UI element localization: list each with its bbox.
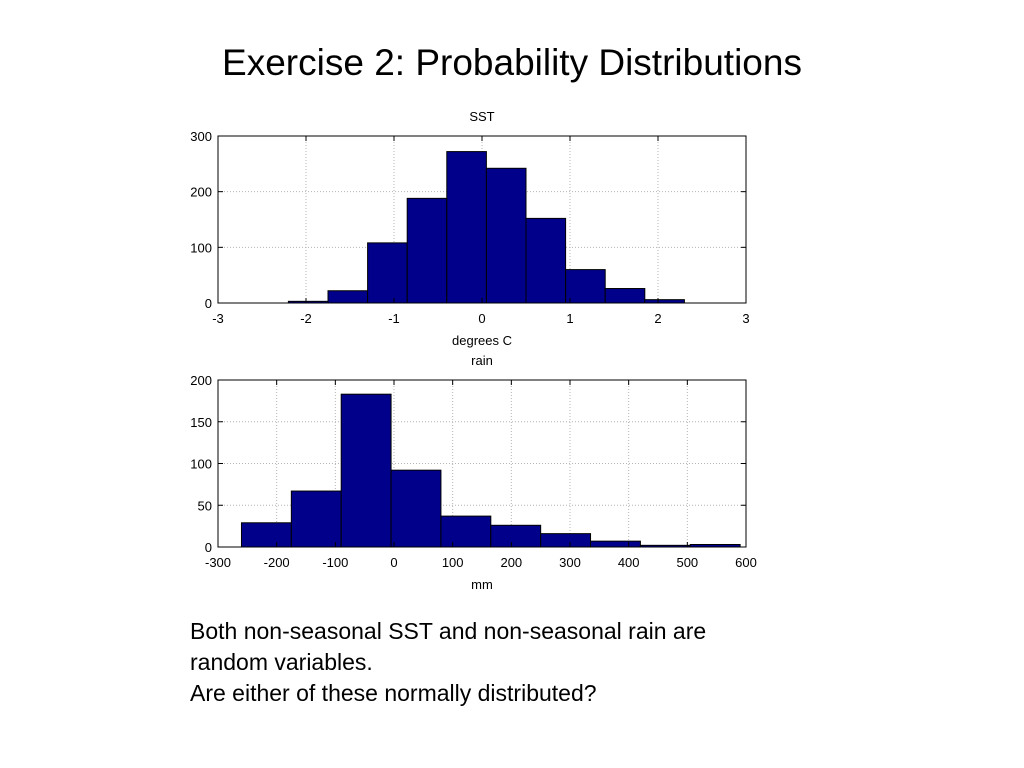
rain-histogram: -300 -200 -100 0 100 200 300 400 500 600 0 50 100 150… [190, 353, 757, 592]
sst-bar-8 [604, 288, 646, 304]
rain-xtick-label-3: 0 [390, 555, 397, 570]
sst-xtick-label-6: 3 [742, 311, 749, 326]
sst-xtick-label-5: 2 [654, 311, 661, 326]
rain-bar-2 [340, 393, 392, 548]
sst-bar-5 [485, 167, 527, 304]
rain-xtick-label-5: 200 [500, 555, 522, 570]
rain-xtick-label-9: 600 [735, 555, 757, 570]
sst-bar-9 [644, 299, 685, 304]
sst-ytick-label-3: 300 [190, 129, 212, 144]
rain-xtick-label-6: 300 [559, 555, 581, 570]
rain-bar-7 [590, 540, 641, 548]
sst-chart-title: SST [469, 109, 494, 124]
rain-xtick-label-0: -300 [205, 555, 231, 570]
sst-ytick-label-2: 200 [190, 185, 212, 200]
rain-bar-0 [240, 522, 292, 548]
sst-bar-3 [406, 197, 448, 304]
rain-bar-1 [290, 490, 342, 548]
slide-title: Exercise 2: Probability Distributions [222, 42, 802, 83]
sst-bar-6 [525, 217, 567, 304]
caption-line-3: Are either of these normally distributed… [190, 680, 597, 706]
rain-ytick-label-0: 0 [205, 540, 212, 555]
sst-xtick-label-0: -3 [212, 311, 224, 326]
sst-xtick-label-1: -2 [300, 311, 312, 326]
rain-chart-title: rain [471, 353, 493, 368]
rain-bar-5 [490, 524, 542, 548]
sst-xtick-label-2: -1 [388, 311, 400, 326]
rain-xtick-label-2: -100 [322, 555, 348, 570]
rain-bar-3 [390, 469, 442, 548]
sst-xtick-label-3: 0 [478, 311, 485, 326]
rain-ytick-label-3: 150 [190, 415, 212, 430]
sst-histogram: -3 -2 -1 0 1 2 3 0 100 200 300 SST degrees C [190, 109, 749, 348]
caption-line-2: random variables. [190, 649, 373, 675]
rain-ytick-label-2: 100 [190, 457, 212, 472]
sst-bar-2 [367, 242, 408, 304]
rain-xtick-label-7: 400 [618, 555, 640, 570]
rain-xtick-label-1: -200 [264, 555, 290, 570]
sst-bar-4 [446, 151, 487, 304]
sst-ytick-label-0: 0 [205, 296, 212, 311]
rain-ytick-label-1: 50 [198, 498, 212, 513]
sst-ytick-label-1: 100 [190, 240, 212, 255]
rain-ytick-label-4: 200 [190, 373, 212, 388]
caption: Both non-seasonal SST and non-seasonal r… [190, 616, 890, 709]
sst-bar-1 [327, 290, 369, 304]
caption-line-1: Both non-seasonal SST and non-seasonal r… [190, 618, 707, 644]
sst-x-axis-label: degrees C [452, 333, 512, 348]
rain-bar-6 [540, 533, 592, 548]
rain-bar-4 [440, 515, 492, 548]
rain-x-axis-label: mm [471, 577, 493, 592]
rain-xtick-label-4: 100 [442, 555, 464, 570]
sst-bar-7 [565, 269, 606, 304]
rain-xtick-label-8: 500 [676, 555, 698, 570]
sst-xtick-label-4: 1 [566, 311, 573, 326]
